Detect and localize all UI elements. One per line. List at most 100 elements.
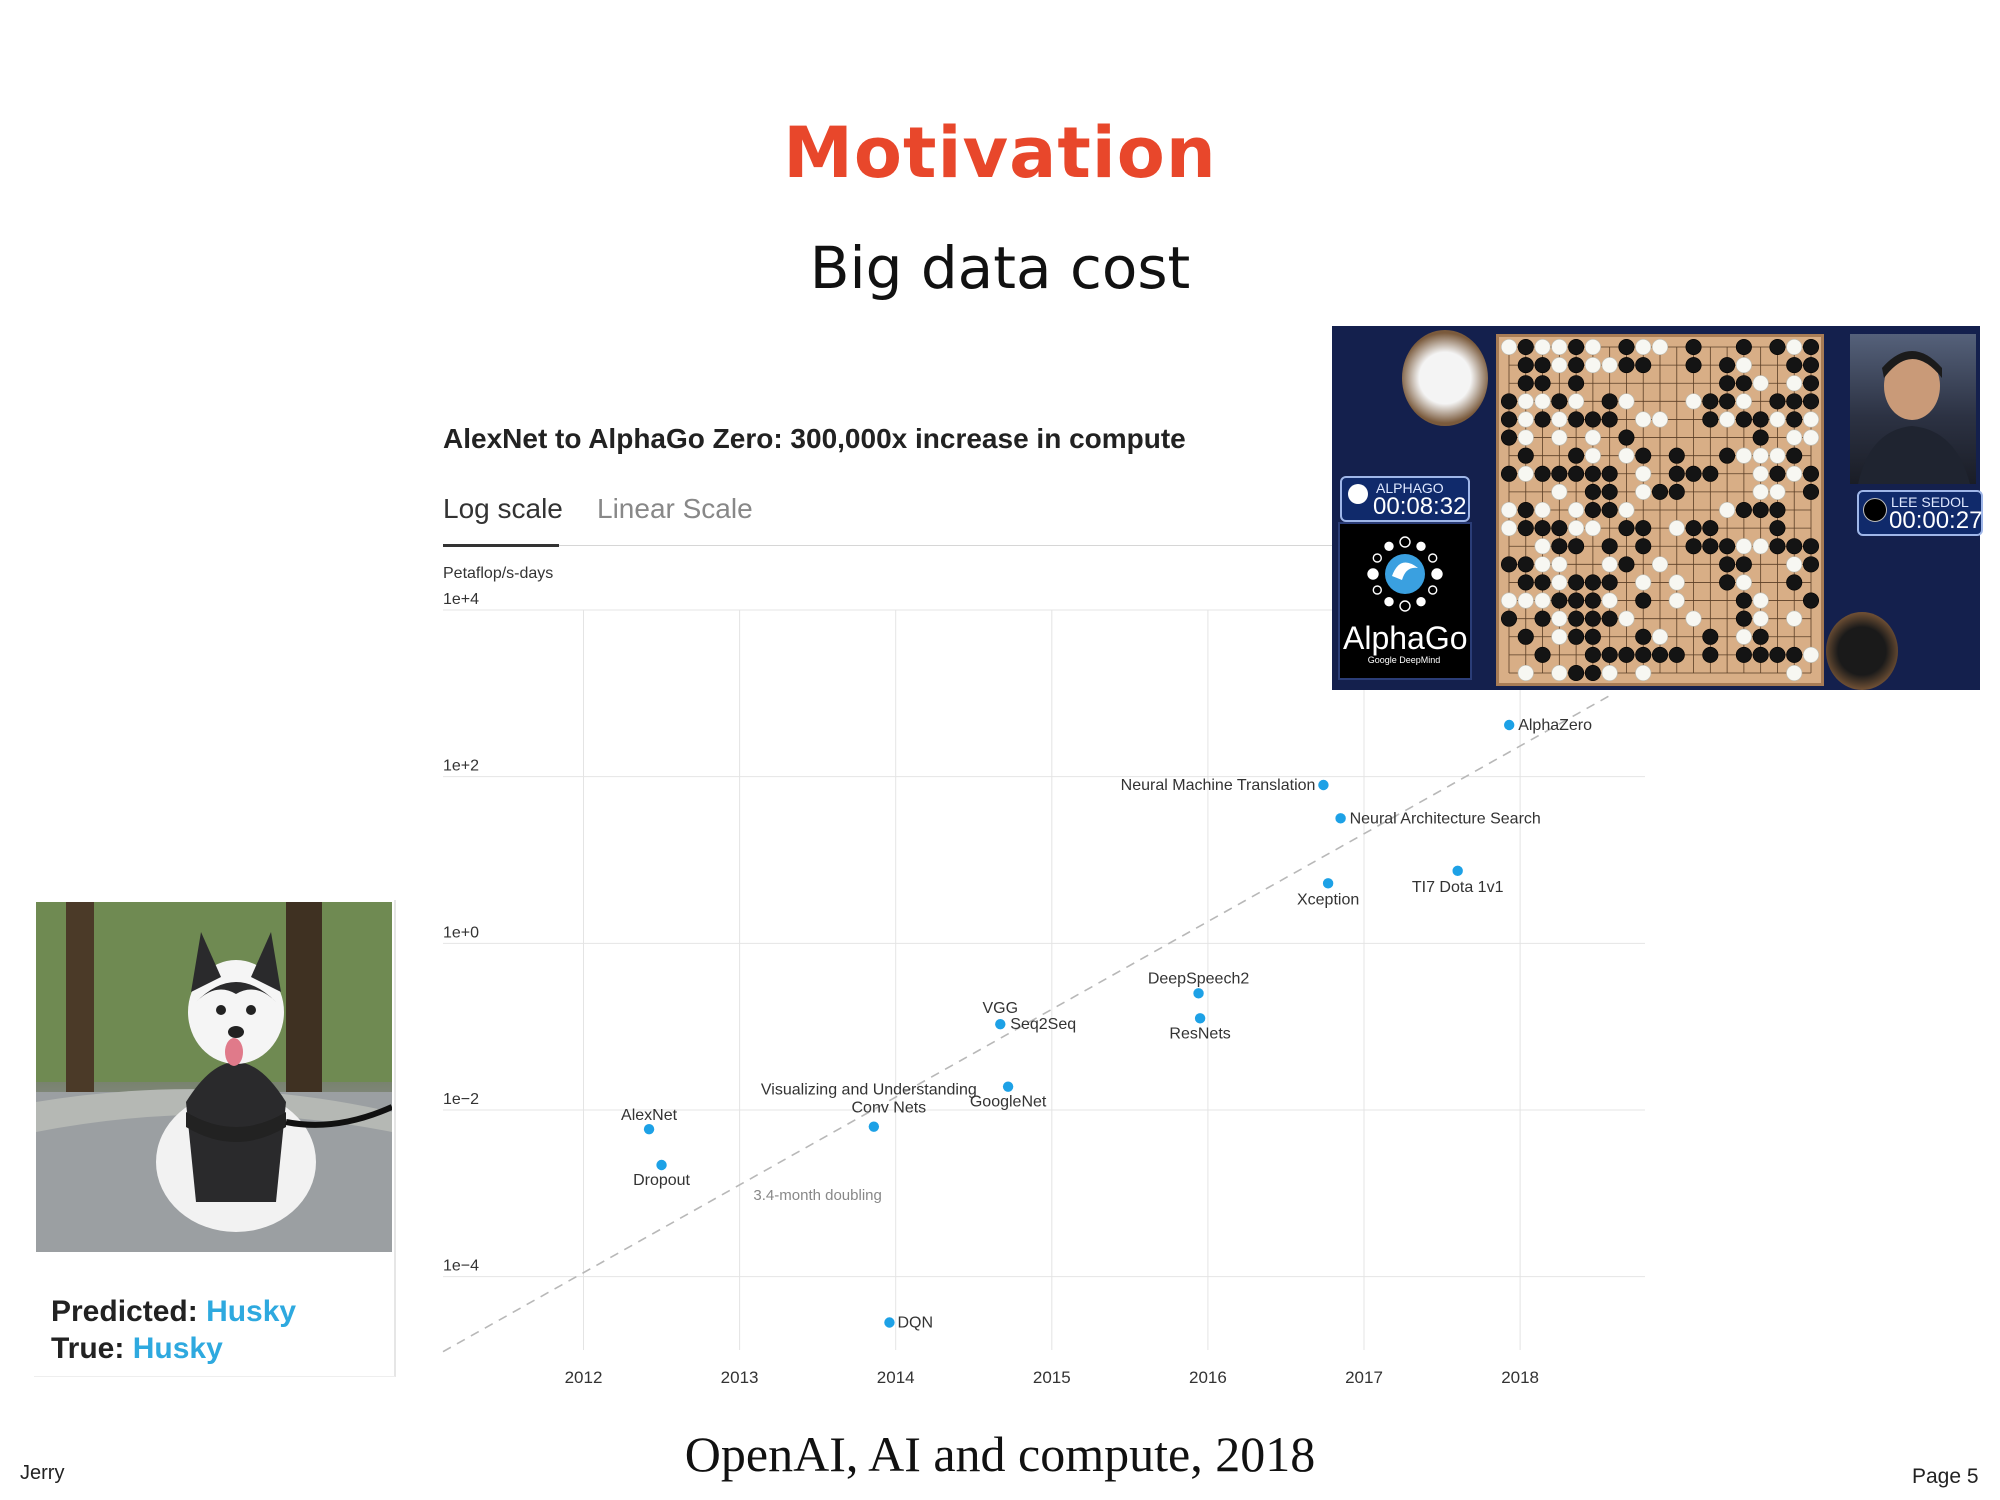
black-stone (1584, 501, 1601, 519)
black-stone-bowl (1826, 612, 1898, 690)
white-stone (1752, 447, 1769, 464)
data-point-neural-machine-translation (1318, 779, 1329, 791)
white-stone (1500, 592, 1518, 609)
data-label-googlenet: GoogleNet (970, 1094, 1047, 1111)
data-point-alphazero (1503, 719, 1515, 731)
black-stone (1668, 646, 1685, 663)
black-stone (1685, 520, 1702, 537)
black-stone (1651, 646, 1669, 663)
data-label-xception: Xception (1297, 891, 1359, 908)
logo-ring-dot (1384, 597, 1394, 607)
logo-ring-dot (1428, 553, 1438, 563)
y-tick-label-3: 1e−2 (443, 1091, 479, 1108)
white-stone (1568, 501, 1585, 519)
black-stone (1802, 538, 1820, 555)
white-stone (1786, 664, 1803, 682)
white-stone (1635, 483, 1652, 500)
black-stone (1685, 357, 1702, 374)
white-stone (1551, 411, 1568, 428)
white-stone (1786, 610, 1803, 627)
black-stone (1769, 393, 1786, 410)
black-stone (1735, 375, 1752, 392)
page-number: Page 5 (1912, 1465, 1979, 1488)
black-stone (1601, 646, 1618, 663)
white-stone (1517, 592, 1534, 609)
black-stone (1702, 393, 1719, 410)
black-stone (1584, 628, 1601, 645)
black-stone (1568, 375, 1585, 392)
alphago-logo-emblem (1367, 536, 1443, 612)
white-stone (1551, 556, 1568, 573)
logo-ring-dot (1372, 553, 1382, 563)
logo-ring-dot (1367, 568, 1379, 580)
y-tick-label-4: 1e−4 (443, 1258, 479, 1275)
white-stone (1551, 628, 1568, 645)
data-point-xception (1322, 878, 1334, 889)
white-stone (1735, 447, 1752, 464)
x-tick-label-1: 2013 (721, 1368, 759, 1387)
go-board (1496, 334, 1824, 686)
black-stone (1769, 338, 1786, 356)
black-stone (1786, 646, 1803, 663)
white-stone (1651, 556, 1669, 573)
y-tick-label-0: 1e+4 (443, 591, 479, 608)
white-stone (1601, 357, 1618, 374)
black-stone (1802, 556, 1820, 573)
black-stone (1735, 411, 1752, 428)
white-stone (1752, 610, 1769, 627)
author-footer: Jerry (20, 1462, 65, 1484)
black-stone (1802, 483, 1820, 500)
white-stone (1651, 411, 1669, 428)
x-tick-label-0: 2012 (565, 1368, 603, 1387)
white-stone (1651, 338, 1669, 356)
white-stone (1735, 393, 1752, 410)
go-board-grid (1500, 338, 1820, 682)
alphago-logo (1338, 522, 1472, 680)
white-stone (1802, 411, 1820, 428)
black-stone (1500, 411, 1518, 428)
black-stone (1719, 447, 1736, 464)
black-stone (1534, 574, 1551, 591)
black-stone (1702, 520, 1719, 537)
black-stone-icon (1863, 498, 1887, 522)
white-stone (1786, 375, 1803, 392)
black-stone (1735, 338, 1752, 356)
white-stone (1534, 556, 1551, 573)
tab-linear-scale[interactable]: Linear Scale (597, 493, 753, 524)
y-axis-unit-label: Petaflop/s-days (443, 565, 554, 582)
black-stone (1618, 429, 1635, 446)
true-value: Husky (132, 1332, 223, 1365)
white-stone (1735, 574, 1752, 591)
data-label-alexnet: AlexNet (621, 1107, 678, 1124)
predicted-row: Predicted: Husky (51, 1295, 296, 1329)
data-label-resnets: ResNets (1169, 1025, 1230, 1042)
alphago-clock: 00:08:32 (1373, 493, 1467, 520)
black-stone (1635, 357, 1652, 374)
black-stone (1534, 646, 1551, 663)
true-row: True: Husky (51, 1332, 223, 1366)
chart-title: AlexNet to AlphaGo Zero: 300,000x increa… (443, 423, 1186, 454)
logo-ring-dot (1399, 536, 1411, 548)
data-label-dqn: DQN (897, 1315, 933, 1332)
black-stone (1719, 357, 1736, 374)
husky-photo (36, 902, 392, 1252)
white-stone (1618, 610, 1635, 627)
black-stone (1786, 574, 1803, 591)
logo-ring-dot (1416, 541, 1426, 551)
black-stone (1618, 646, 1635, 663)
black-stone (1601, 610, 1618, 627)
black-stone (1702, 646, 1719, 663)
data-point-visualizing-and-understanding-conv-nets (868, 1121, 880, 1132)
data-point-dropout (656, 1159, 667, 1171)
data-point-vgg (995, 1018, 1006, 1030)
white-stone (1752, 538, 1769, 555)
black-stone (1584, 465, 1601, 482)
black-stone (1534, 357, 1551, 374)
predicted-value: Husky (206, 1295, 297, 1328)
white-stone (1500, 501, 1518, 519)
tab-log-scale[interactable]: Log scale (443, 493, 563, 524)
black-stone (1635, 628, 1652, 645)
black-stone (1517, 357, 1534, 374)
black-stone (1568, 465, 1585, 482)
black-stone (1618, 338, 1635, 356)
